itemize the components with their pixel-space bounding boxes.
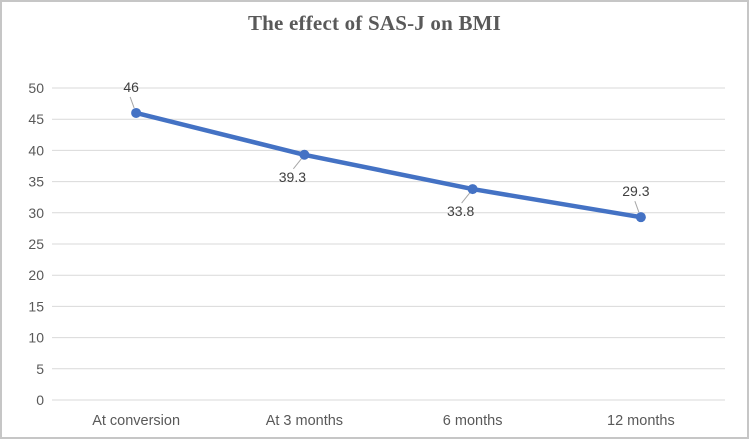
x-axis-category-label: At 3 months bbox=[266, 413, 343, 429]
chart-title: The effect of SAS-J on BMI bbox=[247, 11, 502, 35]
data-label-leader-line bbox=[634, 200, 640, 213]
data-label-leader-line bbox=[461, 192, 471, 204]
y-axis-tick-label: 30 bbox=[28, 205, 44, 221]
data-point-label: 39.3 bbox=[279, 169, 306, 185]
data-point-label: 29.3 bbox=[622, 183, 649, 199]
data-label-leader-line bbox=[129, 96, 135, 109]
x-axis-category-label: 6 months bbox=[443, 413, 503, 429]
data-point-label: 46 bbox=[123, 79, 139, 95]
data-label-leader-line bbox=[292, 158, 302, 170]
data-point-marker bbox=[131, 107, 142, 118]
y-axis-tick-label: 35 bbox=[28, 174, 44, 190]
y-axis-tick-label: 25 bbox=[28, 236, 44, 252]
y-axis-tick-label: 50 bbox=[28, 80, 44, 96]
data-point-marker bbox=[467, 184, 478, 195]
y-axis-tick-label: 40 bbox=[28, 142, 44, 158]
x-axis-category-label: At conversion bbox=[92, 413, 180, 429]
y-axis-tick-label: 20 bbox=[28, 267, 44, 283]
y-axis-tick-label: 0 bbox=[36, 392, 44, 408]
data-point-marker bbox=[635, 212, 646, 223]
data-point-marker bbox=[299, 149, 310, 160]
data-point-label: 33.8 bbox=[447, 203, 474, 219]
x-axis-category-label: 12 months bbox=[607, 413, 675, 429]
bmi-line-series bbox=[133, 110, 644, 220]
y-axis-tick-label: 15 bbox=[28, 298, 44, 314]
y-axis-tick-label: 45 bbox=[28, 111, 44, 127]
y-axis-tick-label: 10 bbox=[28, 330, 44, 346]
y-axis-tick-label: 5 bbox=[36, 361, 44, 377]
